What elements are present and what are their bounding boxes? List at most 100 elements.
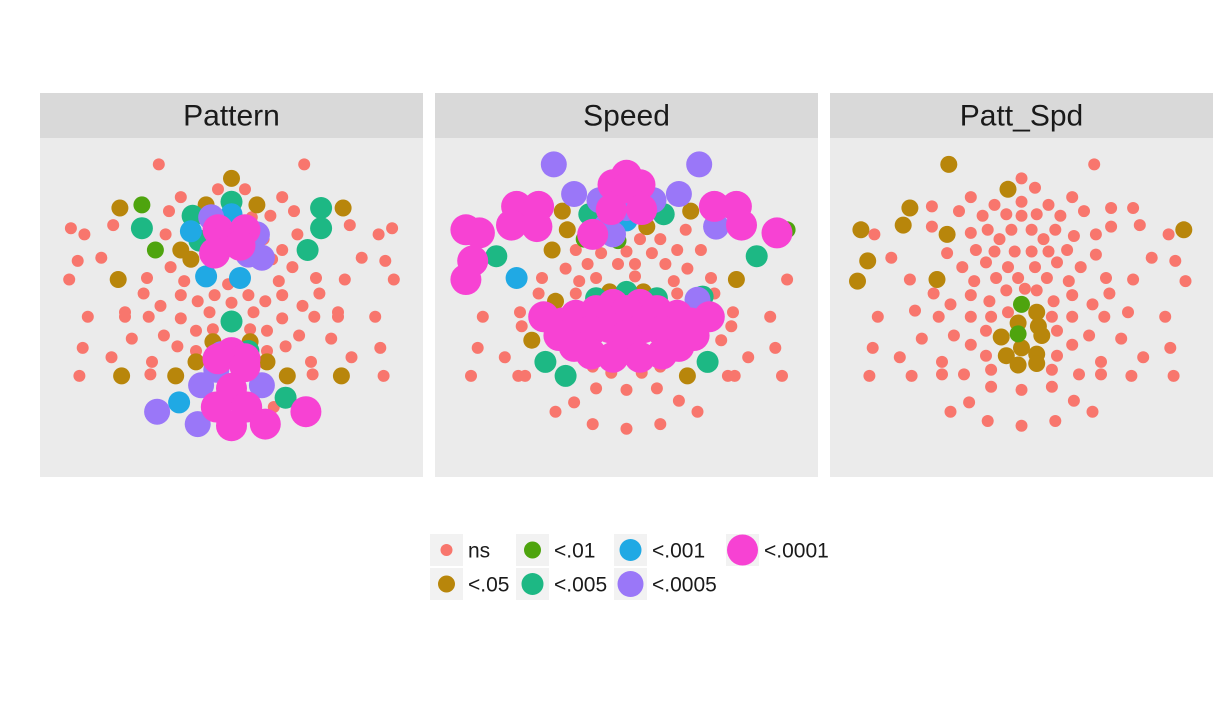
data-point-p05 bbox=[1028, 355, 1046, 372]
data-point-p0005 bbox=[686, 151, 713, 178]
data-point-ns bbox=[963, 396, 976, 409]
data-point-ns bbox=[174, 191, 187, 204]
legend-label: <.005 bbox=[554, 574, 607, 597]
data-point-ns bbox=[1098, 310, 1111, 323]
data-point-ns bbox=[203, 306, 216, 319]
data-point-ns bbox=[936, 355, 948, 368]
data-point-p05 bbox=[999, 180, 1017, 198]
data-point-ns bbox=[590, 382, 603, 395]
data-point-p0001 bbox=[224, 229, 256, 261]
data-point-ns bbox=[308, 310, 321, 323]
data-point-p0005 bbox=[184, 411, 211, 438]
facet-panel-patt-spd: Patt_Spd bbox=[830, 93, 1213, 477]
data-point-ns bbox=[1040, 272, 1053, 284]
data-point-p01 bbox=[1013, 295, 1030, 313]
data-point-ns bbox=[980, 349, 992, 362]
legend-label: <.05 bbox=[468, 574, 509, 597]
data-point-p0001 bbox=[496, 209, 527, 241]
data-point-p001 bbox=[505, 267, 528, 289]
data-point-ns bbox=[1086, 298, 1099, 311]
data-point-ns bbox=[1015, 209, 1028, 222]
data-point-ns bbox=[671, 287, 684, 300]
data-point-ns bbox=[1042, 198, 1055, 211]
data-point-ns bbox=[927, 287, 940, 300]
data-point-ns bbox=[645, 247, 658, 260]
data-point-p0001 bbox=[450, 264, 482, 295]
data-point-ns bbox=[866, 341, 879, 354]
data-point-ns bbox=[964, 289, 977, 302]
data-point-ns bbox=[73, 369, 86, 382]
data-point-ns bbox=[1133, 219, 1146, 232]
legend-item-p0005: <.0005 bbox=[614, 568, 717, 600]
data-point-ns bbox=[105, 351, 118, 364]
data-point-p0005 bbox=[540, 151, 567, 178]
data-point-p05 bbox=[113, 367, 131, 385]
data-point-ns bbox=[1029, 261, 1041, 274]
data-point-ns bbox=[659, 258, 672, 270]
data-point-ns bbox=[964, 338, 977, 351]
data-point-ns bbox=[1000, 284, 1013, 297]
data-point-ns bbox=[296, 299, 309, 312]
data-point-ns bbox=[1049, 223, 1062, 236]
data-point-ns bbox=[305, 355, 317, 368]
data-point-ns bbox=[174, 289, 187, 302]
data-point-ns bbox=[1086, 405, 1099, 418]
data-point-ns bbox=[727, 306, 739, 319]
data-point-ns bbox=[279, 340, 292, 353]
data-point-ns bbox=[78, 228, 91, 241]
data-point-ns bbox=[313, 287, 326, 300]
data-point-p005 bbox=[310, 217, 333, 240]
data-point-ns bbox=[781, 273, 794, 286]
data-point-ns bbox=[81, 310, 94, 323]
data-point-ns bbox=[1066, 310, 1079, 323]
data-point-p05 bbox=[1033, 327, 1051, 344]
data-point-ns bbox=[671, 244, 684, 256]
data-point-ns bbox=[1018, 282, 1031, 295]
data-point-ns bbox=[387, 273, 400, 286]
legend-key-p001 bbox=[619, 539, 642, 561]
data-point-ns bbox=[629, 258, 641, 270]
data-point-ns bbox=[137, 287, 150, 300]
data-point-ns bbox=[190, 324, 202, 337]
data-point-p05 bbox=[553, 202, 571, 220]
legend-item-ns: ns bbox=[430, 534, 490, 566]
data-point-ns bbox=[1162, 228, 1175, 241]
data-point-ns bbox=[107, 219, 120, 232]
data-point-ns bbox=[981, 415, 994, 427]
data-point-p05 bbox=[332, 367, 350, 385]
data-point-p05 bbox=[940, 155, 958, 173]
data-point-ns bbox=[471, 341, 484, 354]
data-point-ns bbox=[191, 295, 204, 308]
data-point-p05 bbox=[111, 199, 129, 217]
facet-panel-speed: Speed bbox=[435, 93, 818, 477]
data-point-ns bbox=[1012, 272, 1025, 284]
data-point-ns bbox=[885, 251, 898, 264]
data-point-ns bbox=[969, 244, 982, 256]
data-point-ns bbox=[264, 209, 277, 222]
data-point-ns bbox=[586, 418, 599, 431]
data-point-ns bbox=[259, 295, 272, 308]
data-point-ns bbox=[379, 254, 392, 267]
data-point-ns bbox=[1066, 191, 1079, 204]
data-point-ns bbox=[953, 205, 965, 218]
data-point-ns bbox=[1015, 419, 1028, 432]
data-point-ns bbox=[595, 247, 608, 260]
data-point-ns bbox=[568, 396, 581, 409]
data-point-ns bbox=[154, 299, 167, 312]
data-point-ns bbox=[298, 158, 311, 171]
data-point-ns bbox=[715, 334, 728, 347]
data-point-ns bbox=[1002, 306, 1014, 319]
data-point-ns bbox=[338, 273, 351, 286]
facet-title: Speed bbox=[583, 100, 670, 133]
data-point-ns bbox=[310, 272, 322, 284]
data-point-ns bbox=[903, 273, 916, 286]
legend: ns <.01 <.001 <.0001 <.05 <.005 <.0005 bbox=[430, 534, 829, 600]
data-point-ns bbox=[629, 270, 641, 283]
data-point-p05 bbox=[859, 252, 877, 270]
data-point-ns bbox=[519, 369, 532, 382]
data-point-ns bbox=[1025, 223, 1038, 236]
data-point-ns bbox=[1088, 158, 1101, 171]
data-point-ns bbox=[981, 223, 994, 236]
data-point-p05 bbox=[223, 169, 240, 187]
